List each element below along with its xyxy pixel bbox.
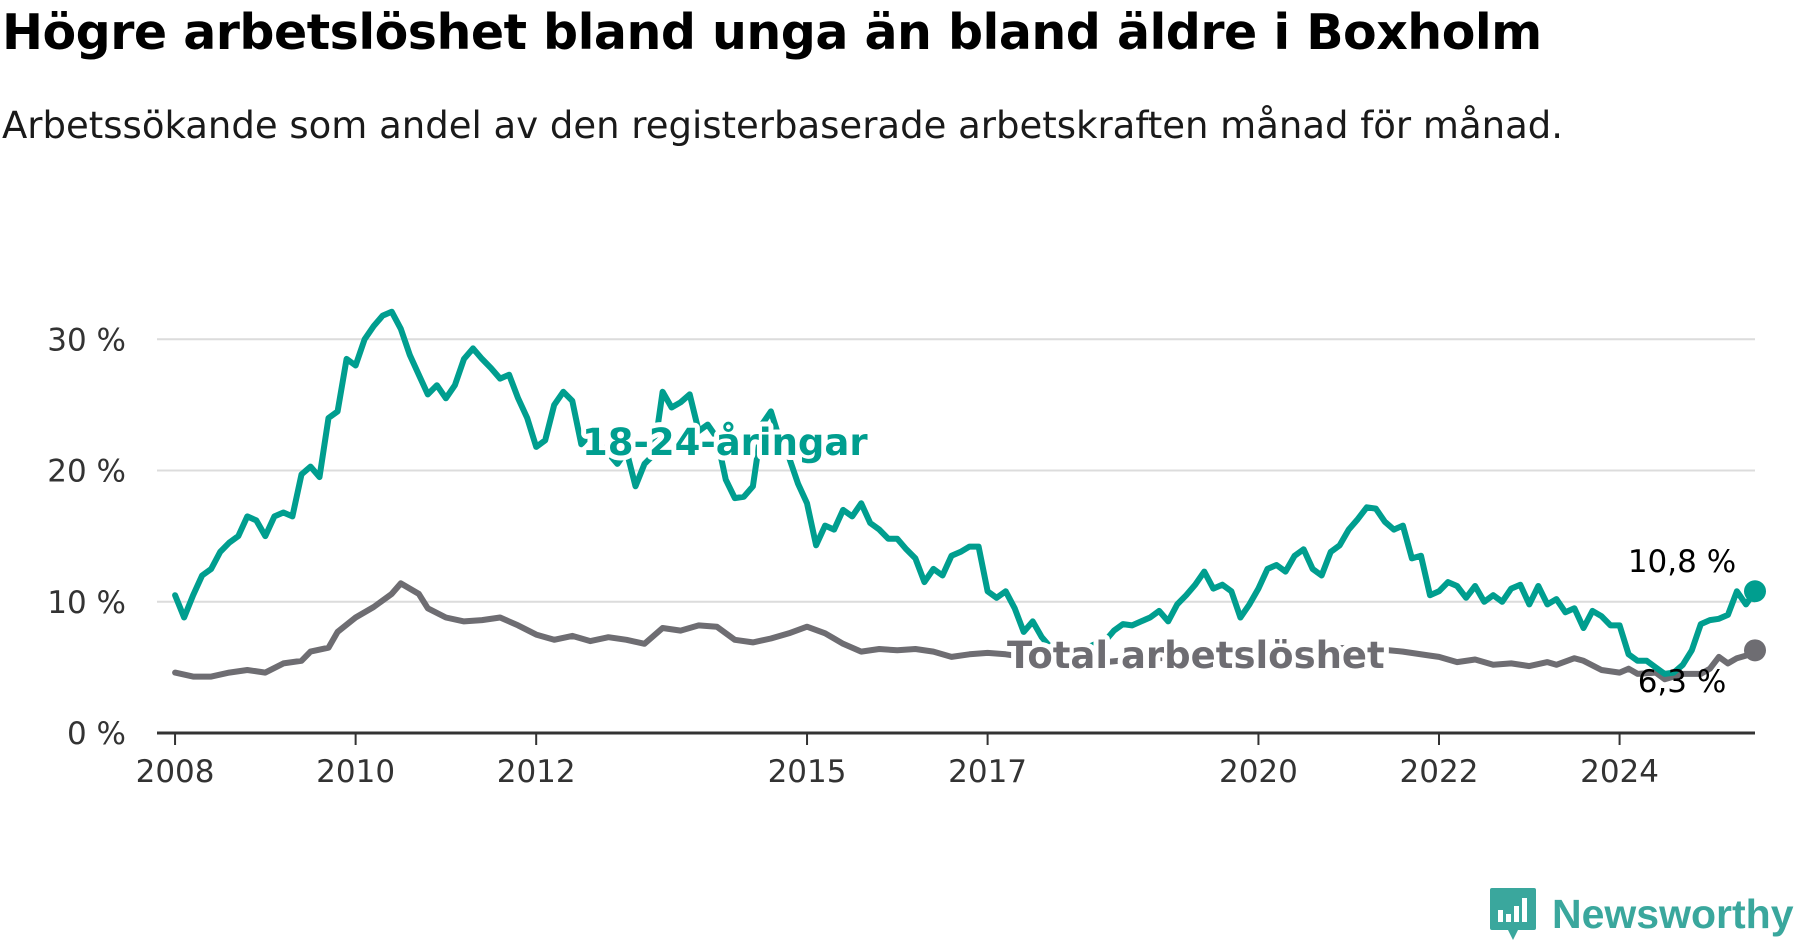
x-tick-label: 2015 [768,754,847,790]
chart-subtitle: Arbetssökande som andel av den registerb… [2,104,1563,147]
x-tick-label: 2010 [316,754,395,790]
x-tick-label: 2012 [497,754,576,790]
series-label-youth: 18-24-åringar [582,421,868,464]
axes: 0 % 10 % 20 % 30 % 2008 2010 2012 2015 2017 2020 2… [47,322,1755,790]
series-lines [172,308,1766,683]
x-tick-label: 2017 [948,754,1027,790]
gridlines [157,338,1755,603]
x-tick-label: 2020 [1219,754,1298,790]
series-end-dot-youth [1744,580,1766,603]
y-tick-label: 30 % [47,322,126,358]
series-labels: 18-24-åringar Total arbetslöshet 10,8 % … [577,416,1736,700]
y-tick-label: 10 % [47,585,126,621]
series-line-total [172,580,1758,683]
y-tick-label: 0 % [67,716,126,752]
end-label-total: 6,3 % [1638,664,1727,700]
chart-title: Högre arbetslöshet bland unga än bland ä… [2,4,1542,61]
x-tick-label: 2024 [1580,754,1659,790]
series-line-youth [172,308,1758,677]
end-label-youth: 10,8 % [1628,544,1736,580]
newsworthy-logo-icon [1490,888,1536,940]
brand-logo: Newsworthy [1488,886,1794,942]
x-tick-label: 2022 [1400,754,1479,790]
x-tick-label: 2008 [136,754,215,790]
brand-name: Newsworthy [1552,890,1794,937]
series-end-dot-total [1744,639,1766,662]
series-label-total: Total arbetslöshet [1007,634,1385,677]
y-tick-label: 20 % [47,454,126,490]
